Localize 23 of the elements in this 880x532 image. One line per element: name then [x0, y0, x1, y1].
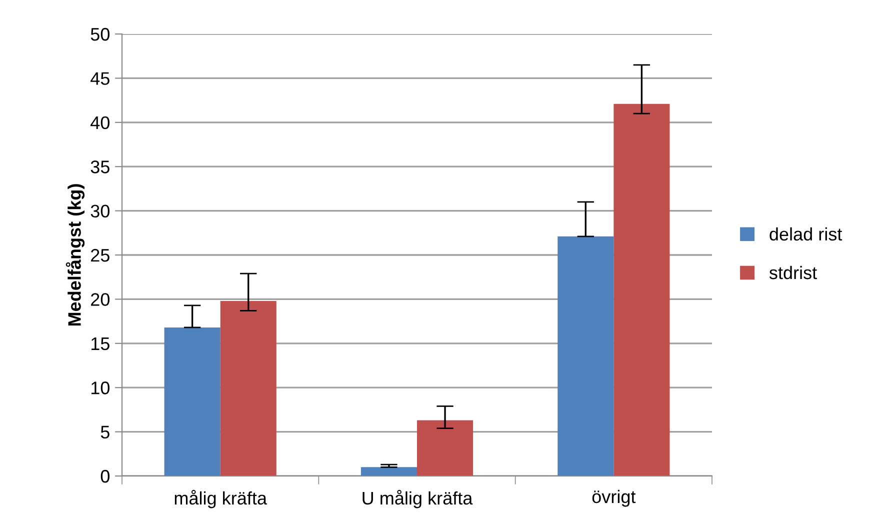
legend-label: delad rist — [770, 227, 842, 241]
x-tick-label: U målig kräfta — [362, 490, 473, 508]
y-tick-label: 0 — [100, 470, 110, 483]
legend-label: stdrist — [769, 266, 817, 280]
y-tick-label: 30 — [90, 204, 110, 218]
y-tick-label: 5 — [100, 426, 110, 439]
bar — [614, 104, 670, 476]
bar — [164, 327, 220, 476]
y-tick-label: 50 — [90, 28, 110, 41]
bar — [360, 467, 417, 476]
y-axis-title: Medelfångst (kg) — [66, 184, 85, 326]
y-tick-label: 45 — [90, 72, 110, 85]
y-tick-label: 40 — [90, 116, 110, 130]
y-tick-label: 20 — [91, 293, 110, 306]
bar — [417, 420, 474, 476]
x-tick-label: övrigt — [592, 490, 636, 507]
y-tick-label: 10 — [91, 382, 110, 394]
y-tick-label: 15 — [91, 338, 110, 350]
bar — [220, 300, 276, 476]
y-tick-label: 25 — [91, 248, 110, 262]
y-tick-label: 35 — [90, 160, 110, 174]
bar — [558, 236, 614, 476]
x-tick-label: målig kräfta — [174, 490, 267, 508]
